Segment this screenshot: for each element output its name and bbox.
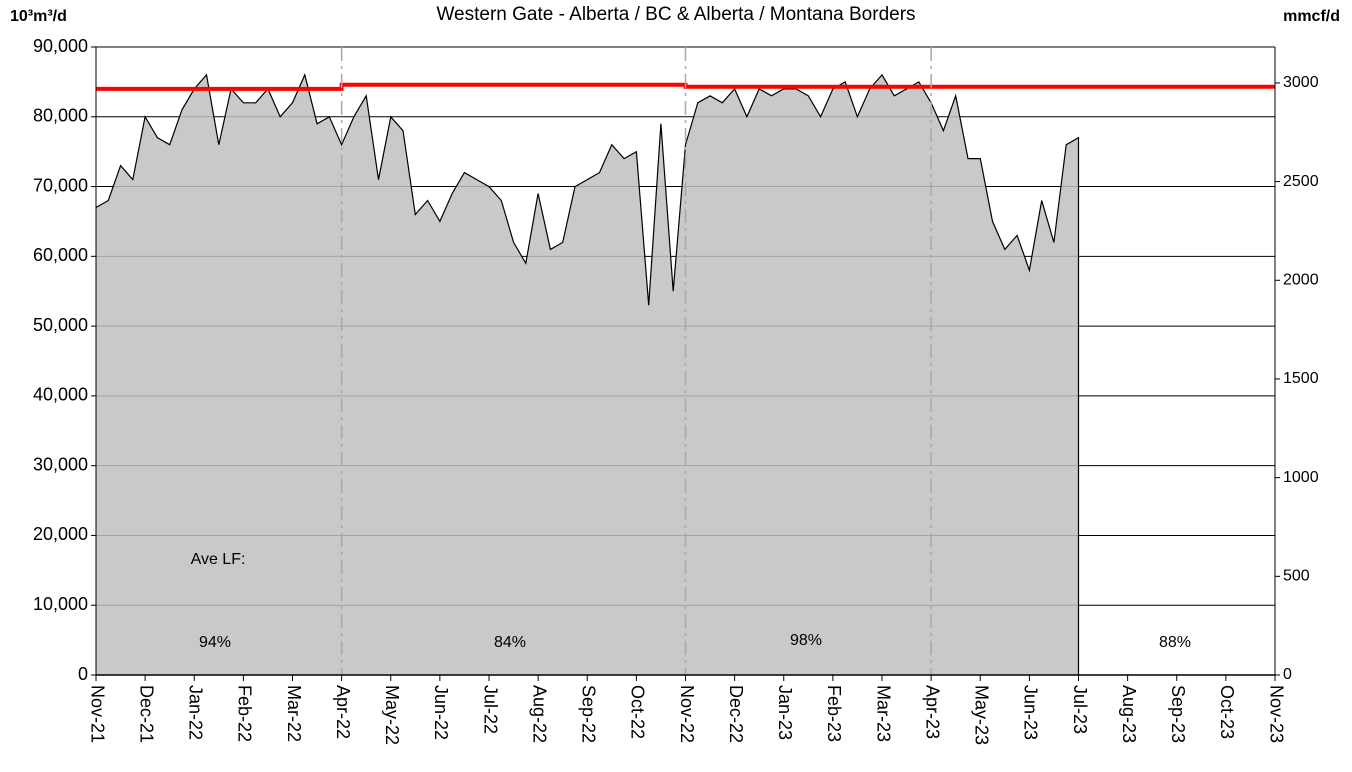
y-tick-label: 50,000 xyxy=(33,315,88,335)
y2-tick-label: 500 xyxy=(1283,568,1310,585)
y2-axis-label: mmcf/d xyxy=(1283,8,1340,25)
x-tick-label: Oct-23 xyxy=(1217,685,1237,739)
y-tick-label: 10,000 xyxy=(33,594,88,614)
x-tick-label: Mar-23 xyxy=(873,685,893,742)
y-axis-label: 10³m³/d xyxy=(10,8,67,25)
annotation: 98% xyxy=(790,632,822,649)
x-tick-label: Nov-22 xyxy=(677,685,697,743)
annotation: 94% xyxy=(199,634,231,651)
x-tick-label: Jul-23 xyxy=(1070,685,1090,734)
x-tick-label: Apr-23 xyxy=(922,685,942,739)
x-tick-label: Nov-21 xyxy=(87,685,107,743)
x-tick-label: Apr-22 xyxy=(333,685,353,739)
y-tick-label: 0 xyxy=(78,664,88,684)
annotation: 88% xyxy=(1159,634,1191,651)
y-tick-label: 70,000 xyxy=(33,175,88,195)
y2-tick-label: 2500 xyxy=(1283,173,1319,190)
x-tick-label: Mar-22 xyxy=(284,685,304,742)
x-tick-label: Feb-22 xyxy=(235,685,255,742)
area xyxy=(96,74,1079,675)
x-tick-label: May-23 xyxy=(972,685,992,745)
x-tick-label: Jan-23 xyxy=(775,685,795,740)
x-tick-label: Oct-22 xyxy=(628,685,648,739)
x-tick-label: Nov-23 xyxy=(1266,685,1286,743)
x-tick-label: Jun-23 xyxy=(1021,685,1041,740)
x-tick-label: May-22 xyxy=(382,685,402,745)
y-tick-label: 40,000 xyxy=(33,385,88,405)
y2-tick-label: 1000 xyxy=(1283,469,1319,486)
y-tick-label: 30,000 xyxy=(33,454,88,474)
x-tick-label: Dec-22 xyxy=(726,685,746,743)
y-tick-label: 20,000 xyxy=(33,524,88,544)
x-tick-label: Jun-22 xyxy=(431,685,451,740)
annotation: 84% xyxy=(494,634,526,651)
y2-tick-label: 2000 xyxy=(1283,271,1319,288)
x-tick-label: Sep-22 xyxy=(579,685,599,743)
x-tick-label: Sep-23 xyxy=(1168,685,1188,743)
y-tick-label: 90,000 xyxy=(33,36,88,56)
x-tick-label: Feb-23 xyxy=(824,685,844,742)
area-line xyxy=(95,73,1080,675)
x-tick-label: Aug-23 xyxy=(1119,685,1139,743)
y-tick-label: 60,000 xyxy=(33,245,88,265)
annotation: Ave LF: xyxy=(191,551,246,568)
x-tick-label: Jul-22 xyxy=(480,685,500,734)
y2-tick-label: 1500 xyxy=(1283,370,1319,387)
y-tick-label: 80,000 xyxy=(33,106,88,126)
chart-title: Western Gate - Alberta / BC & Alberta / … xyxy=(436,4,915,25)
x-tick-label: Dec-21 xyxy=(136,685,156,743)
y2-tick-label: 0 xyxy=(1283,666,1292,683)
x-tick-label: Jan-22 xyxy=(186,685,206,740)
y2-tick-label: 3000 xyxy=(1283,74,1319,91)
x-tick-label: Aug-22 xyxy=(529,685,549,743)
